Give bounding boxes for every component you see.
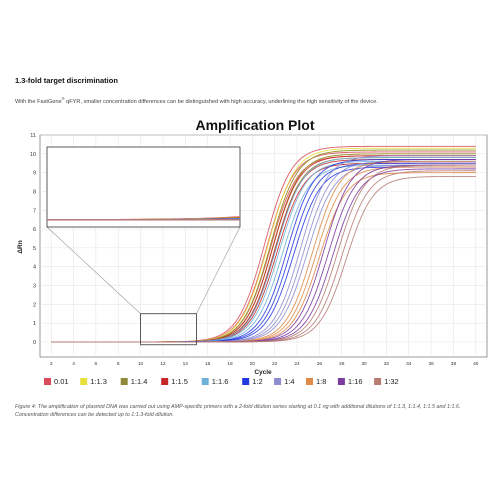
inset-curves xyxy=(47,216,240,221)
intro-rest: qFYR, smaller concentration differences … xyxy=(64,98,378,105)
x-tick-label: 4 xyxy=(72,361,75,367)
intro-text: With the FastGene® qFYR, smaller concent… xyxy=(15,96,378,105)
inset-panel xyxy=(46,146,241,228)
legend-label: 1:16 xyxy=(348,377,363,386)
section-heading: 1.3-fold target discrimination xyxy=(15,76,118,85)
y-tick-label: 0 xyxy=(33,340,36,346)
chart-title: Amplification Plot xyxy=(196,117,315,133)
y-axis-label: ΔRn xyxy=(17,240,24,253)
legend-swatch xyxy=(44,378,51,385)
x-tick-label: 2 xyxy=(50,361,53,367)
zoom-connector-line xyxy=(46,226,141,314)
intro-brand: With the FastGene xyxy=(15,98,62,105)
legend-label: 0.01 xyxy=(54,377,69,386)
y-tick-label: 5 xyxy=(33,246,36,252)
legend-swatch xyxy=(274,378,282,385)
figure-caption: Figure 4: The amplification of plasmid D… xyxy=(15,404,461,419)
x-tick-label: 10 xyxy=(138,361,144,367)
legend-label: 1:1.5 xyxy=(171,377,188,386)
x-tick-label: 34 xyxy=(406,361,412,367)
legend-label: 1:1.6 xyxy=(212,377,229,386)
legend-label: 1:2 xyxy=(252,377,262,386)
x-tick-label: 12 xyxy=(160,361,166,367)
zoom-region-box xyxy=(140,313,197,346)
x-tick-label: 18 xyxy=(227,361,233,367)
legend-label: 1:8 xyxy=(316,377,326,386)
x-tick-label: 38 xyxy=(451,361,457,367)
x-axis-ticks: 2 4 6 8 10 12 14 16 18 20 22 24 26 28 30 32 34 36 38 40 xyxy=(50,361,479,367)
y-tick-label: 1 xyxy=(33,321,36,327)
legend-label: 1:32 xyxy=(384,377,399,386)
x-tick-label: 20 xyxy=(250,361,256,367)
x-tick-label: 28 xyxy=(339,361,345,367)
y-tick-label: 11 xyxy=(30,133,36,139)
legend-swatch xyxy=(161,378,169,385)
legend-label: 1:1.4 xyxy=(131,377,148,386)
legend-swatch xyxy=(337,378,345,385)
y-tick-label: 3 xyxy=(33,284,36,290)
amplification-plot: Amplification Plot 2 4 6 8 10 12 14 16 18 20 22 24 2… xyxy=(17,117,488,386)
registered-mark: ® xyxy=(61,96,65,101)
legend-label: 1:1.3 xyxy=(90,377,107,386)
legend-label: 1:4 xyxy=(284,377,294,386)
legend-swatch xyxy=(120,378,128,385)
x-tick-label: 6 xyxy=(95,361,98,367)
y-tick-label: 8 xyxy=(33,189,36,195)
legend-swatch xyxy=(201,378,209,385)
y-tick-label: 9 xyxy=(33,171,36,177)
y-tick-label: 7 xyxy=(33,208,36,214)
x-tick-label: 24 xyxy=(294,361,300,367)
x-tick-label: 32 xyxy=(384,361,390,367)
x-tick-label: 30 xyxy=(361,361,367,367)
y-tick-label: 4 xyxy=(33,265,36,271)
x-tick-label: 16 xyxy=(205,361,211,367)
legend-swatch xyxy=(242,378,250,385)
legend-swatch xyxy=(374,378,382,385)
x-tick-label: 36 xyxy=(428,361,434,367)
x-tick-label: 14 xyxy=(183,361,189,367)
x-tick-label: 22 xyxy=(272,361,278,367)
legend-swatch xyxy=(306,378,313,385)
y-axis-ticks: 0 1 2 3 4 5 6 7 8 9 10 11 xyxy=(30,133,36,346)
legend-swatch xyxy=(80,378,88,385)
legend: 0.01 1:1.3 1:1.4 1:1.5 1:1.6 1:2 1:4 1:8 1:16 1:3… xyxy=(44,377,399,386)
zoom-connector xyxy=(46,226,241,314)
y-tick-label: 2 xyxy=(33,302,36,308)
amplification-curves xyxy=(51,145,476,343)
x-axis-label: Cycle xyxy=(254,369,272,376)
y-tick-label: 6 xyxy=(33,227,36,233)
x-tick-label: 40 xyxy=(473,361,479,367)
curve-1-32 xyxy=(51,175,476,343)
zoom-connector-line xyxy=(196,226,241,314)
y-tick-label: 10 xyxy=(30,152,36,158)
x-tick-label: 26 xyxy=(317,361,323,367)
x-tick-label: 8 xyxy=(117,361,120,367)
